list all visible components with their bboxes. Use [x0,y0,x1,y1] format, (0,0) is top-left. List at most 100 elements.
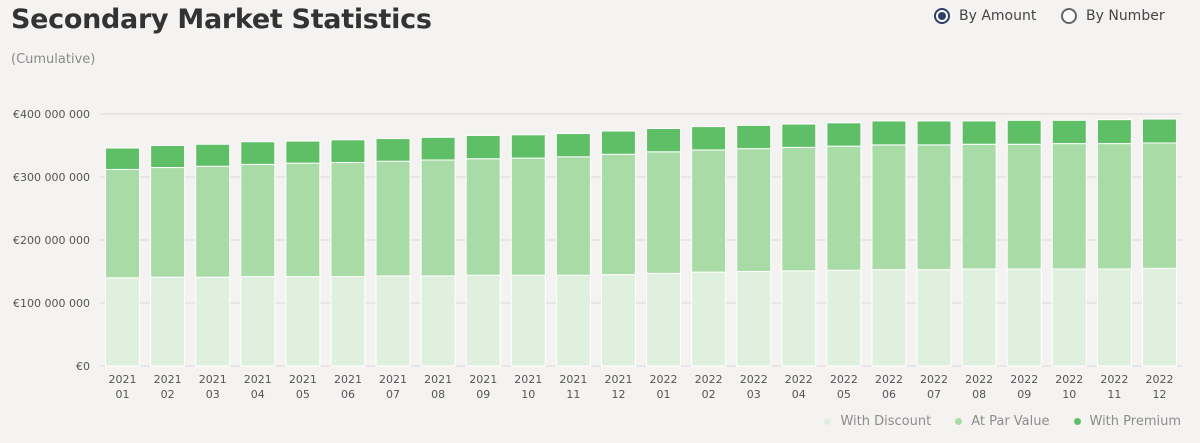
x-tick-label-month: 03 [747,388,761,401]
x-tick-label-month: 02 [702,388,716,401]
bar-segment-with-discount [510,274,546,367]
bar-segment-with-premium [1141,118,1177,144]
x-tick-label-year: 2022 [1055,373,1083,386]
bar-segment-with-discount [465,274,501,367]
bar-segment-with-premium [240,141,276,165]
legend-label: With Discount [840,414,932,429]
x-tick-label-month: 06 [882,388,896,401]
x-tick-label-year: 2021 [424,373,452,386]
x-tick-label-month: 11 [566,388,580,401]
bar-segment-with-premium [195,143,231,167]
legend-label: With Premium [1089,414,1182,429]
bar-segment-with-discount [600,274,636,367]
page-title: Secondary Market Statistics [11,4,432,35]
bar-segment-with-discount [375,275,411,367]
bar-segment-at-par-value [420,159,456,277]
x-tick-label-year: 2021 [154,373,182,386]
bar-segment-with-discount [781,270,817,367]
bar-segment-with-premium [1051,119,1087,145]
legend-label: At Par Value [971,414,1050,429]
x-tick-label-year: 2021 [199,373,227,386]
legend-item-with-premium[interactable]: With Premium [1073,414,1182,429]
bar-segment-at-par-value [240,163,276,278]
x-tick-label-month: 09 [476,388,490,401]
x-tick-label-year: 2022 [1145,373,1173,386]
x-tick-label-month: 05 [296,388,310,401]
x-tick-label-year: 2022 [920,373,948,386]
bar-segment-with-discount [240,276,276,367]
bar-segment-at-par-value [1141,142,1177,269]
bar-segment-at-par-value [285,162,321,278]
bar-segment-with-discount [691,271,727,367]
bar-segment-with-discount [736,271,772,367]
bar-segment-with-discount [420,275,456,367]
bar-segment-at-par-value [826,145,862,271]
bar-segment-at-par-value [1096,143,1132,270]
bar-segment-with-premium [781,123,817,148]
by-number-label: By Number [1086,8,1165,24]
bar-segment-at-par-value [736,148,772,272]
bar-segment-with-discount [105,277,141,367]
bar-segment-at-par-value [600,153,636,276]
by-number-radio[interactable]: By Number [1061,8,1165,24]
bar-segment-with-premium [646,127,682,153]
legend-item-at-par-value[interactable]: At Par Value [955,414,1050,429]
legend-item-with-discount[interactable]: With Discount [824,414,931,429]
bar-segment-with-discount [330,276,366,367]
bar-segment-with-premium [916,120,952,146]
bar-segment-with-premium [375,138,411,162]
bar-segment-with-premium [105,147,141,170]
x-tick-label-month: 04 [251,388,265,401]
bar-segment-with-premium [736,124,772,150]
x-tick-label-month: 04 [792,388,806,401]
bar-segment-with-premium [871,120,907,146]
bar-segment-at-par-value [375,160,411,277]
bar-segment-with-discount [1051,268,1087,367]
bar-segment-at-par-value [1006,143,1042,270]
bar-segment-with-discount [1096,268,1132,367]
legend-swatch-icon [955,418,963,425]
x-tick-label-year: 2022 [785,373,813,386]
bar-segment-at-par-value [330,162,366,278]
bar-segment-with-discount [150,276,186,367]
bar-segment-at-par-value [916,144,952,271]
chart-subtitle: (Cumulative) [11,52,96,67]
bar-segment-at-par-value [510,157,546,276]
x-tick-label-year: 2022 [740,373,768,386]
by-amount-radio[interactable]: By Amount [934,8,1036,24]
x-tick-label-month: 01 [116,388,130,401]
x-tick-label-month: 02 [161,388,175,401]
chart-legend: With Discount At Par Value With Premium [824,414,1181,429]
x-tick-label-year: 2022 [650,373,678,386]
by-amount-label: By Amount [959,8,1037,24]
legend-swatch-icon [824,418,832,425]
bar-segment-at-par-value [465,158,501,276]
x-tick-label-year: 2022 [830,373,858,386]
x-tick-label-year: 2021 [379,373,407,386]
bar-segment-with-premium [600,130,636,155]
x-tick-label-year: 2021 [334,373,362,386]
y-tick-label: €100 000 000 [13,297,90,310]
x-tick-label-month: 03 [206,388,220,401]
bar-segment-at-par-value [871,144,907,271]
bar-segment-with-premium [150,145,186,169]
bar-segment-at-par-value [646,151,682,274]
x-tick-label-month: 08 [972,388,986,401]
bar-segment-with-discount [916,269,952,367]
bar-segment-at-par-value [1051,143,1087,270]
radio-unchecked-icon[interactable] [1061,8,1077,24]
x-tick-label-month: 12 [611,388,625,401]
legend-swatch-icon [1073,418,1081,425]
bar-segment-with-premium [691,126,727,151]
bar-segment-with-discount [871,269,907,367]
bar-segment-at-par-value [781,146,817,272]
radio-checked-icon[interactable] [934,8,950,24]
x-tick-label-year: 2022 [1010,373,1038,386]
bar-segment-at-par-value [555,156,591,276]
x-tick-label-year: 2021 [289,373,317,386]
x-tick-label-year: 2022 [875,373,903,386]
x-tick-label-year: 2022 [695,373,723,386]
bar-segment-with-discount [285,276,321,367]
x-tick-label-year: 2021 [514,373,542,386]
y-tick-label: €200 000 000 [13,234,90,247]
